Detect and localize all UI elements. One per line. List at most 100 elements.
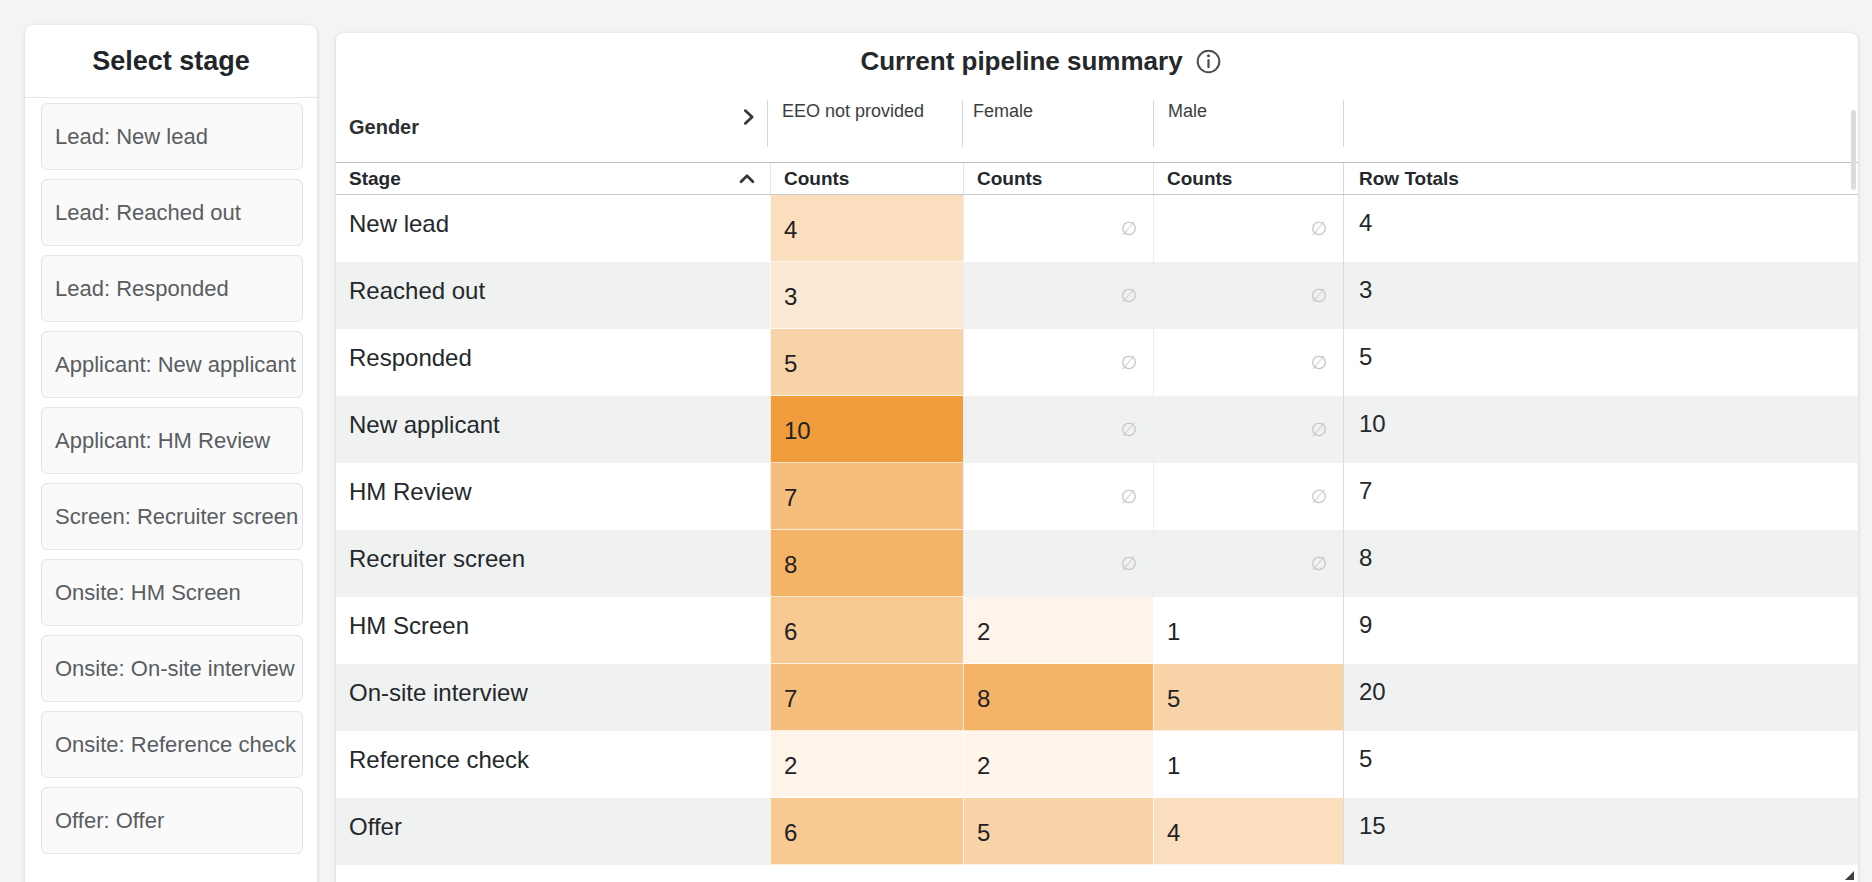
count-cell[interactable]: ∅ <box>1153 329 1343 396</box>
stage-option[interactable]: Onsite: On-site interview <box>41 635 303 702</box>
count-cell[interactable]: 2 <box>963 597 1153 664</box>
pipeline-summary-card: Current pipeline summary Gender EEO not … <box>336 33 1858 882</box>
stage-option[interactable]: Offer: Offer <box>41 787 303 854</box>
count-cell[interactable]: ∅ <box>1153 530 1343 597</box>
count-cell[interactable]: 2 <box>770 731 963 798</box>
count-cell[interactable]: ∅ <box>963 396 1153 463</box>
row-total-cell[interactable]: 15 <box>1343 798 1858 865</box>
count-cell[interactable]: 5 <box>963 798 1153 865</box>
count-value: 8 <box>784 551 797 579</box>
counts-column-header[interactable]: Counts <box>963 163 1153 194</box>
row-total-cell[interactable]: 3 <box>1343 262 1858 329</box>
count-value: 4 <box>784 216 797 244</box>
stage-option[interactable]: Onsite: HM Screen <box>41 559 303 626</box>
empty-value-icon: ∅ <box>1310 552 1327 575</box>
stage-column-header[interactable]: Stage <box>336 163 770 194</box>
count-cell[interactable]: 8 <box>963 664 1153 731</box>
row-totals-column-header[interactable]: Row Totals <box>1343 163 1858 194</box>
row-total-cell[interactable]: 4 <box>1343 195 1858 262</box>
stage-option[interactable]: Onsite: Reference check <box>41 711 303 778</box>
table-row: HM Screen 6 2 19 <box>336 597 1858 664</box>
count-value: 2 <box>977 752 990 780</box>
count-value: 5 <box>977 819 990 847</box>
stage-option[interactable]: Screen: Recruiter screen <box>41 483 303 550</box>
table-row: Recruiter screen 8 ∅ ∅ 8 <box>336 530 1858 597</box>
count-cell[interactable]: 4 <box>770 195 963 262</box>
row-total-cell[interactable]: 9 <box>1343 597 1858 664</box>
empty-value-icon: ∅ <box>1120 217 1137 240</box>
select-stage-title: Select stage <box>25 25 317 98</box>
empty-value-icon: ∅ <box>1310 217 1327 240</box>
row-total-cell[interactable]: 20 <box>1343 664 1858 731</box>
count-cell[interactable]: ∅ <box>963 329 1153 396</box>
count-cell[interactable]: 6 <box>770 798 963 865</box>
stage-cell: Recruiter screen <box>336 530 770 597</box>
counts-column-header[interactable]: Counts <box>1153 163 1343 194</box>
count-cell[interactable]: ∅ <box>963 463 1153 530</box>
table-row: Reached out3∅∅3 <box>336 262 1858 329</box>
count-cell[interactable]: ∅ <box>963 195 1153 262</box>
stage-cell: New lead <box>336 195 770 262</box>
stage-option[interactable]: Applicant: New applicant <box>41 331 303 398</box>
count-value: 6 <box>784 618 797 646</box>
count-cell[interactable]: ∅ <box>963 530 1153 597</box>
select-stage-panel: Select stage Lead: New lead Lead: Reached… <box>25 25 317 882</box>
column-dimension-label: Gender <box>349 116 419 139</box>
stage-cell: Reached out <box>336 262 770 329</box>
count-value: 8 <box>977 685 990 713</box>
count-cell[interactable]: 7 <box>770 463 963 530</box>
sort-ascending-icon[interactable] <box>736 168 758 190</box>
count-cell[interactable]: 1 <box>1153 731 1343 798</box>
info-icon[interactable] <box>1195 48 1222 75</box>
column-group-eeo-not-provided: EEO not provided <box>782 101 924 122</box>
stage-cell: Offer <box>336 798 770 865</box>
empty-value-icon: ∅ <box>1120 485 1137 508</box>
count-cell[interactable]: ∅ <box>1153 262 1343 329</box>
table-header-row: Stage Counts Counts Counts Row Totals <box>336 163 1858 195</box>
row-total-cell[interactable]: 5 <box>1343 731 1858 798</box>
count-cell[interactable]: ∅ <box>1153 396 1343 463</box>
count-cell[interactable]: 4 <box>1153 798 1343 865</box>
stage-option[interactable]: Lead: Reached out <box>41 179 303 246</box>
row-total-cell[interactable]: 8 <box>1343 530 1858 597</box>
row-total-cell[interactable]: 10 <box>1343 396 1858 463</box>
count-cell[interactable]: 6 <box>770 597 963 664</box>
row-total-cell[interactable]: 5 <box>1343 329 1858 396</box>
counts-column-header[interactable]: Counts <box>770 163 963 194</box>
stage-cell: On-site interview <box>336 664 770 731</box>
chevron-right-icon[interactable] <box>737 106 759 128</box>
count-cell[interactable]: 2 <box>963 731 1153 798</box>
count-cell[interactable]: 10 <box>770 396 963 463</box>
scrollbar-thumb[interactable] <box>1851 110 1856 190</box>
count-cell[interactable]: ∅ <box>1153 195 1343 262</box>
row-total-cell[interactable]: 7 <box>1343 463 1858 530</box>
stage-option[interactable]: Applicant: HM Review <box>41 407 303 474</box>
empty-value-icon: ∅ <box>1120 284 1137 307</box>
gender-header-row: Gender EEO not provided Female Male <box>336 90 1858 163</box>
pivot-table-body: New lead4∅∅4Reached out3∅∅3Responded5∅∅5… <box>336 195 1858 865</box>
column-separator <box>1343 100 1344 147</box>
stage-cell: Responded <box>336 329 770 396</box>
count-cell[interactable]: 5 <box>1153 664 1343 731</box>
count-cell[interactable]: 8 <box>770 530 963 597</box>
count-cell[interactable]: ∅ <box>1153 463 1343 530</box>
count-cell[interactable]: 5 <box>770 329 963 396</box>
stage-column-header-label: Stage <box>349 168 401 190</box>
stage-option[interactable]: Lead: Responded <box>41 255 303 322</box>
column-group-female: Female <box>973 101 1033 122</box>
count-cell[interactable]: ∅ <box>963 262 1153 329</box>
stage-option[interactable]: Lead: New lead <box>41 103 303 170</box>
card-header: Current pipeline summary <box>336 33 1858 90</box>
table-row: Offer65 415 <box>336 798 1858 865</box>
count-value: 2 <box>977 618 990 646</box>
stage-cell: HM Review <box>336 463 770 530</box>
stage-cell: HM Screen <box>336 597 770 664</box>
count-cell[interactable]: 3 <box>770 262 963 329</box>
stage-cell: Reference check <box>336 731 770 798</box>
count-value: 7 <box>784 484 797 512</box>
count-value: 3 <box>784 283 797 311</box>
count-cell[interactable]: 1 <box>1153 597 1343 664</box>
count-cell[interactable]: 7 <box>770 664 963 731</box>
count-value: 1 <box>1167 752 1180 780</box>
count-value: 10 <box>784 417 811 445</box>
